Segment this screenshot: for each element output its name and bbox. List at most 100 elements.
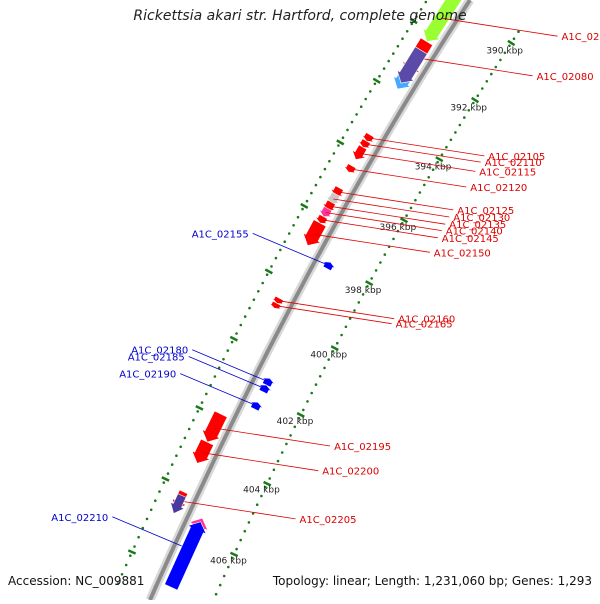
tick-dot-right	[270, 265, 273, 268]
tick-dot-right	[129, 554, 132, 557]
gene-label-connector	[202, 453, 318, 471]
gene-label-connector	[365, 144, 481, 162]
tick-dot-left	[345, 326, 348, 329]
gene-label: A1C_02080	[537, 72, 594, 83]
gene-label-connector	[180, 501, 296, 519]
tick-dot-left	[336, 342, 339, 345]
tick-dot-left	[215, 593, 218, 596]
tick-dot-left	[454, 131, 457, 134]
tick-dot-left	[353, 309, 356, 312]
gene-label-connector	[368, 138, 484, 156]
tick-dot-left	[495, 66, 498, 69]
major-tick	[331, 346, 338, 350]
tick-dot-right	[257, 290, 260, 293]
tick-dot-right	[240, 324, 243, 327]
tick-dot-left	[340, 334, 343, 337]
tick-dot-right	[342, 136, 345, 139]
major-tick	[436, 157, 443, 161]
gene-label: A1C_02185	[128, 353, 185, 364]
tick-dot-left	[323, 367, 326, 370]
gene-label: A1C_02155	[192, 229, 249, 240]
gene-label: A1C_02150	[434, 248, 491, 259]
tick-dot-left	[459, 124, 462, 127]
tick-dot-left	[499, 59, 502, 62]
tick-dot-left	[481, 87, 484, 90]
tick-dot-right	[319, 176, 322, 179]
tick-dot-right	[235, 332, 238, 335]
summary-label: Topology: linear; Length: 1,231,060 bp; …	[273, 574, 592, 588]
gene-label-connector	[417, 58, 533, 76]
tick-dot-right	[253, 298, 256, 301]
gene-feature	[192, 439, 214, 463]
tick-dot-right	[406, 30, 409, 33]
accession-label: Accession: NC_009881	[8, 574, 144, 588]
tick-dot-right	[184, 437, 187, 440]
tick-dot-right	[192, 419, 195, 422]
tick-dot-right	[154, 499, 157, 502]
tick-dot-left	[405, 214, 408, 217]
backbone-shadow	[150, 0, 470, 600]
tick-dot-left	[319, 375, 322, 378]
tick-dot-right	[158, 490, 161, 493]
tick-dot-left	[477, 94, 480, 97]
tick-dot-left	[486, 80, 489, 83]
tick-label: 402 kbp	[277, 417, 314, 427]
gene-label: A1C_02200	[322, 467, 379, 478]
tick-dot-left	[370, 277, 373, 280]
tick-dot-left	[414, 199, 417, 202]
tick-label: 398 kbp	[345, 286, 382, 296]
gene-label: A1C_02145	[442, 234, 499, 245]
minor-tick	[162, 477, 169, 480]
tick-dot-right	[387, 60, 390, 63]
tick-dot-left	[239, 539, 242, 542]
gene-label: A1C_02115	[479, 167, 536, 178]
tick-dot-left	[235, 548, 238, 551]
tick-dot-right	[328, 160, 331, 163]
tick-dot-right	[397, 45, 400, 48]
gene-label: A1C_02210	[51, 513, 108, 524]
gene-label-connector	[337, 192, 453, 210]
tick-dot-left	[379, 261, 382, 264]
tick-dot-left	[223, 575, 226, 578]
tick-dot-right	[315, 184, 318, 187]
tick-dot-right	[179, 446, 182, 449]
tick-dot-right	[401, 37, 404, 40]
tick-dot-left	[302, 409, 305, 412]
tick-dot-left	[306, 400, 309, 403]
tick-dot-right	[378, 75, 381, 78]
tick-dot-right	[188, 428, 191, 431]
genome-backbone	[150, 0, 470, 600]
tick-dot-left	[427, 176, 430, 179]
tick-dot-right	[310, 192, 313, 195]
tick-dot-right	[133, 545, 136, 548]
tick-dot-right	[283, 240, 286, 243]
minor-tick	[128, 550, 135, 553]
tick-dot-left	[463, 116, 466, 119]
tick-dot-left	[244, 530, 247, 533]
tick-dot-right	[175, 454, 178, 457]
tick-dot-right	[301, 208, 304, 211]
tick-dot-left	[268, 477, 271, 480]
gene-label: A1C_02165	[396, 320, 453, 331]
tick-dot-right	[163, 481, 166, 484]
tick-dot-right	[171, 463, 174, 466]
tick-label: 406 kbp	[210, 556, 247, 566]
gene-label-connector	[329, 206, 445, 224]
tick-dot-right	[125, 564, 128, 567]
tick-dot-right	[244, 315, 247, 318]
gene-feature	[171, 494, 187, 514]
gene-feature	[344, 164, 357, 174]
tick-dot-right	[306, 200, 309, 203]
tick-dot-right	[288, 232, 291, 235]
tick-dot-right	[196, 410, 199, 413]
major-tick	[366, 281, 373, 285]
major-tick	[472, 98, 479, 102]
gene-label: A1C_02205	[300, 515, 357, 526]
gene-feature	[250, 402, 263, 411]
tick-dot-right	[201, 401, 204, 404]
tick-dot-right	[279, 249, 282, 252]
tick-dot-left	[375, 269, 378, 272]
tick-dot-right	[346, 129, 349, 132]
tick-dot-right	[231, 341, 234, 344]
